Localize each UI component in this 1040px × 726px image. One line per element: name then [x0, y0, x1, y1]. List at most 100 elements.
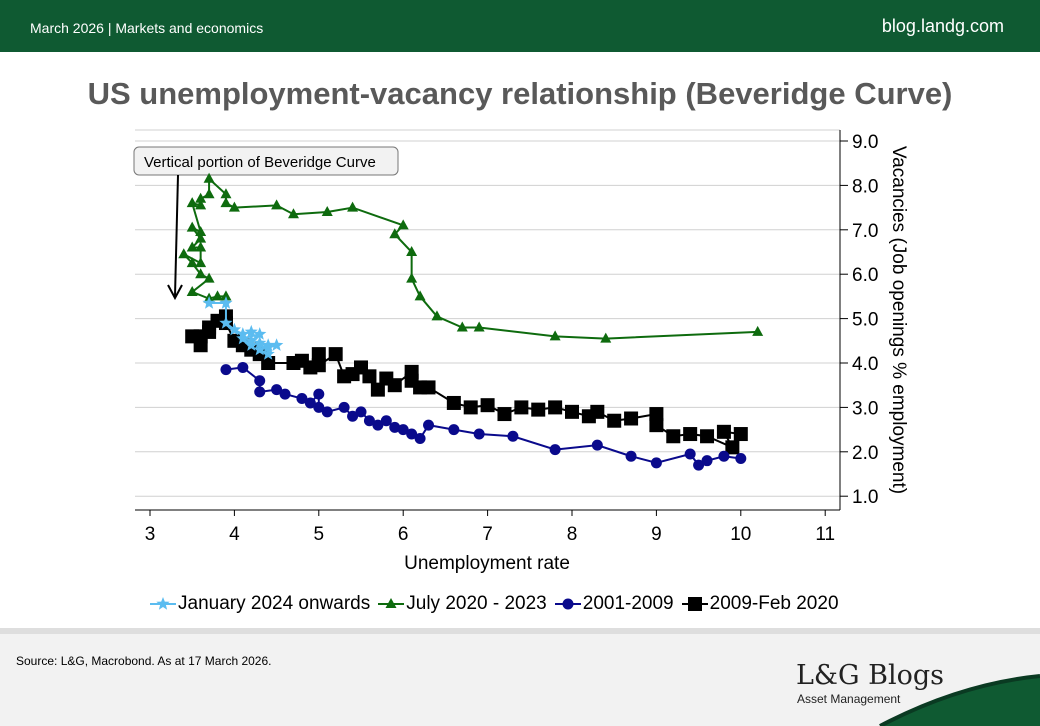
data-point: [363, 415, 375, 427]
legend-marker: [562, 598, 574, 610]
data-point: [581, 409, 596, 424]
data-point: [725, 440, 740, 455]
data-point: [220, 197, 232, 208]
data-point: [347, 410, 359, 422]
data-point: [227, 333, 242, 348]
x-tick-label: 5: [314, 524, 325, 545]
y-axis-label: Vacancies (Job openings % employment): [888, 146, 909, 494]
beveridge-chart: 1.0 2.0 3.0 4.0 5.0 6.0 7.0 8.0 9.0 3 4 5 6 7 8 9 10 11 Un…: [133, 129, 909, 574]
legend-label: 2009-Feb 2020: [709, 593, 839, 614]
header-date-section: March 2026 | Markets and economics: [30, 20, 264, 36]
data-point: [253, 342, 267, 356]
triangle-marker-icon: [378, 598, 405, 608]
legend-item: July 2020 - 2023: [378, 593, 547, 615]
lg-blogs-logo: L&G Blogs: [796, 660, 944, 691]
data-point: [186, 285, 198, 296]
data-point: [423, 419, 435, 431]
data-point: [193, 338, 208, 353]
star-marker-icon: [150, 597, 176, 610]
data-point: [684, 448, 696, 460]
data-point: [406, 272, 418, 283]
legend-marker: [156, 597, 170, 610]
legend-label: January 2024 onwards: [178, 593, 371, 614]
logo-subtitle: Asset Management: [797, 692, 901, 706]
data-point: [414, 432, 426, 444]
data-point: [355, 406, 367, 418]
data-point: [649, 407, 664, 422]
data-point: [212, 290, 224, 301]
annotation-arrow: [174, 174, 179, 297]
data-point: [473, 321, 485, 332]
data-point: [370, 382, 385, 397]
y-tick-label: 9.0: [852, 132, 878, 153]
legend-marker: [687, 597, 702, 611]
data-point: [347, 201, 359, 212]
chart-legend: January 2024 onwards July 2020 - 2023 2001…: [150, 593, 843, 615]
data-point: [752, 325, 764, 336]
data-point: [313, 401, 325, 413]
data-point: [296, 393, 308, 405]
header-bar: March 2026 | Markets and economics blog.…: [0, 0, 1040, 52]
data-point: [328, 347, 343, 362]
data-point: [548, 400, 563, 415]
x-tick-label: 3: [145, 524, 156, 545]
x-tick-label: 7: [482, 524, 493, 545]
data-point: [404, 364, 419, 379]
data-point: [321, 406, 333, 418]
y-tick-label: 1.0: [852, 487, 878, 508]
legend-item: 2009-Feb 2020: [681, 593, 839, 615]
data-point: [666, 429, 681, 444]
data-point: [650, 457, 662, 469]
series-2001-2009: [220, 361, 747, 471]
data-point: [514, 400, 529, 415]
data-point: [379, 371, 394, 386]
x-tick-label: 4: [229, 524, 240, 545]
data-point: [202, 296, 216, 309]
data-point: [718, 450, 730, 462]
data-point: [220, 290, 232, 301]
data-point: [195, 199, 207, 210]
data-point: [220, 188, 232, 199]
data-point: [228, 201, 240, 212]
y-tick-label: 3.0: [852, 398, 878, 419]
series-july-2020-2023: [178, 172, 764, 343]
x-tick-label: 10: [730, 524, 751, 545]
data-point: [397, 219, 409, 230]
y-tick-label: 8.0: [852, 176, 878, 197]
data-point: [649, 418, 664, 433]
data-point: [253, 327, 267, 340]
data-point: [448, 424, 460, 436]
data-point: [389, 228, 401, 239]
green-swoosh: [879, 674, 1040, 726]
data-point: [372, 419, 384, 431]
data-point: [311, 347, 326, 362]
data-point: [406, 428, 418, 440]
data-point: [716, 424, 731, 439]
square-marker-icon: [681, 597, 708, 611]
site-link[interactable]: blog.landg.com: [881, 16, 1004, 36]
data-point: [497, 407, 512, 422]
data-point: [195, 226, 207, 237]
data-point: [625, 450, 637, 462]
data-point: [195, 257, 207, 268]
y-tick-label: 5.0: [852, 310, 878, 331]
x-tick-label: 6: [398, 524, 409, 545]
series-line: [183, 176, 758, 340]
data-point: [195, 232, 207, 243]
data-point: [733, 427, 748, 442]
data-point: [549, 444, 561, 456]
data-point: [321, 206, 333, 217]
data-point: [531, 402, 546, 417]
data-point: [261, 340, 275, 354]
data-point: [271, 199, 283, 210]
data-point: [219, 316, 233, 329]
data-point: [549, 330, 561, 341]
data-point: [431, 310, 443, 321]
data-point: [456, 321, 468, 332]
data-point: [313, 388, 325, 400]
data-point: [186, 241, 198, 252]
y-tick-label: 6.0: [852, 265, 878, 286]
data-point: [203, 172, 215, 183]
legend-marker: [385, 598, 397, 608]
data-point: [220, 364, 232, 376]
